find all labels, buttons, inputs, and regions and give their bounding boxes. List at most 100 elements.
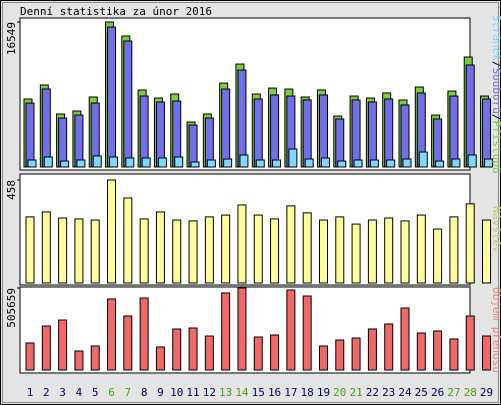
bar bbox=[25, 102, 35, 168]
bar bbox=[467, 154, 477, 168]
bar bbox=[400, 104, 410, 168]
x-tick-label: 5 bbox=[92, 386, 99, 399]
x-tick-label: 9 bbox=[157, 386, 164, 399]
bar bbox=[223, 158, 233, 168]
bar bbox=[43, 156, 53, 168]
legend-separator: / bbox=[490, 114, 501, 121]
bar bbox=[237, 287, 247, 371]
bar bbox=[123, 315, 133, 371]
bar bbox=[351, 223, 361, 284]
bar bbox=[286, 289, 296, 371]
bar bbox=[449, 338, 459, 371]
bar bbox=[204, 335, 214, 371]
bar bbox=[92, 155, 102, 168]
x-tick-label: 18 bbox=[301, 386, 314, 399]
bar bbox=[386, 159, 396, 168]
bar bbox=[302, 295, 312, 371]
x-tick-label: 7 bbox=[125, 386, 132, 399]
x-tick-label: 12 bbox=[203, 386, 216, 399]
bar bbox=[433, 118, 443, 168]
x-tick-label: 14 bbox=[235, 386, 249, 399]
x-tick-label: 28 bbox=[464, 386, 477, 399]
bar bbox=[107, 179, 117, 284]
bar bbox=[27, 159, 37, 168]
x-tick-label: 20 bbox=[333, 386, 346, 399]
bar bbox=[418, 151, 428, 168]
y-tick-label: 16549 bbox=[5, 22, 18, 55]
bar bbox=[109, 156, 119, 168]
bar bbox=[482, 335, 492, 371]
bar bbox=[58, 117, 68, 168]
bar bbox=[318, 345, 328, 371]
x-tick-label: 4 bbox=[76, 386, 83, 399]
x-tick-label: 15 bbox=[252, 386, 265, 399]
bar bbox=[286, 205, 296, 284]
bar bbox=[58, 217, 68, 284]
bar bbox=[416, 332, 426, 371]
bar bbox=[272, 159, 282, 168]
bar bbox=[74, 218, 84, 284]
bar bbox=[384, 323, 394, 371]
bar bbox=[155, 211, 165, 284]
bar bbox=[253, 214, 263, 284]
bar bbox=[139, 95, 149, 168]
bar bbox=[335, 118, 345, 168]
bar bbox=[172, 328, 182, 371]
bar bbox=[270, 94, 280, 168]
bar bbox=[416, 214, 426, 284]
bar bbox=[58, 319, 68, 371]
bar bbox=[433, 330, 443, 371]
bar bbox=[90, 345, 100, 371]
bar bbox=[482, 98, 492, 168]
bar bbox=[451, 158, 461, 168]
x-tick-label: 6 bbox=[108, 386, 115, 399]
bar bbox=[41, 88, 51, 168]
x-tick-label: 24 bbox=[398, 386, 412, 399]
bar bbox=[221, 88, 231, 168]
chart-title: Denní statistika za únor 2016 bbox=[20, 5, 212, 18]
bar bbox=[221, 214, 231, 284]
bar bbox=[157, 157, 167, 168]
bar bbox=[41, 211, 51, 284]
legend-entry: Návštěv bbox=[490, 206, 501, 253]
bar bbox=[367, 101, 377, 168]
bar bbox=[41, 325, 51, 371]
x-tick-label: 22 bbox=[366, 386, 379, 399]
x-tick-label: 3 bbox=[59, 386, 66, 399]
y-tick-label: 505659 bbox=[5, 288, 18, 328]
bar bbox=[25, 216, 35, 284]
bar bbox=[270, 334, 280, 371]
bar bbox=[139, 218, 149, 284]
bar bbox=[351, 337, 361, 371]
legend: Návštěv bbox=[490, 206, 501, 253]
bar bbox=[107, 26, 117, 168]
bar bbox=[253, 336, 263, 371]
bar bbox=[302, 99, 312, 168]
bar bbox=[288, 148, 298, 168]
x-tick-label: 10 bbox=[170, 386, 183, 399]
bar bbox=[239, 154, 249, 168]
legend: Stránek/Souborů/Přístupů bbox=[490, 15, 501, 174]
x-tick-label: 27 bbox=[447, 386, 460, 399]
bar bbox=[188, 327, 198, 371]
x-tick-label: 17 bbox=[284, 386, 297, 399]
bar bbox=[74, 114, 84, 168]
bar bbox=[141, 157, 151, 168]
bar bbox=[206, 159, 216, 168]
bar bbox=[465, 64, 475, 168]
bar bbox=[123, 40, 133, 168]
bar bbox=[221, 292, 231, 371]
bar bbox=[369, 159, 379, 168]
x-tick-label: 1 bbox=[27, 386, 34, 399]
bar bbox=[60, 160, 70, 168]
bar bbox=[188, 124, 198, 168]
bar bbox=[449, 95, 459, 168]
bar bbox=[237, 69, 247, 168]
x-tick-label: 25 bbox=[415, 386, 428, 399]
bar bbox=[400, 307, 410, 371]
x-tick-label: 29 bbox=[480, 386, 493, 399]
bar bbox=[353, 159, 363, 168]
y-tick-label: 458 bbox=[5, 180, 18, 200]
x-tick-label: 23 bbox=[382, 386, 395, 399]
